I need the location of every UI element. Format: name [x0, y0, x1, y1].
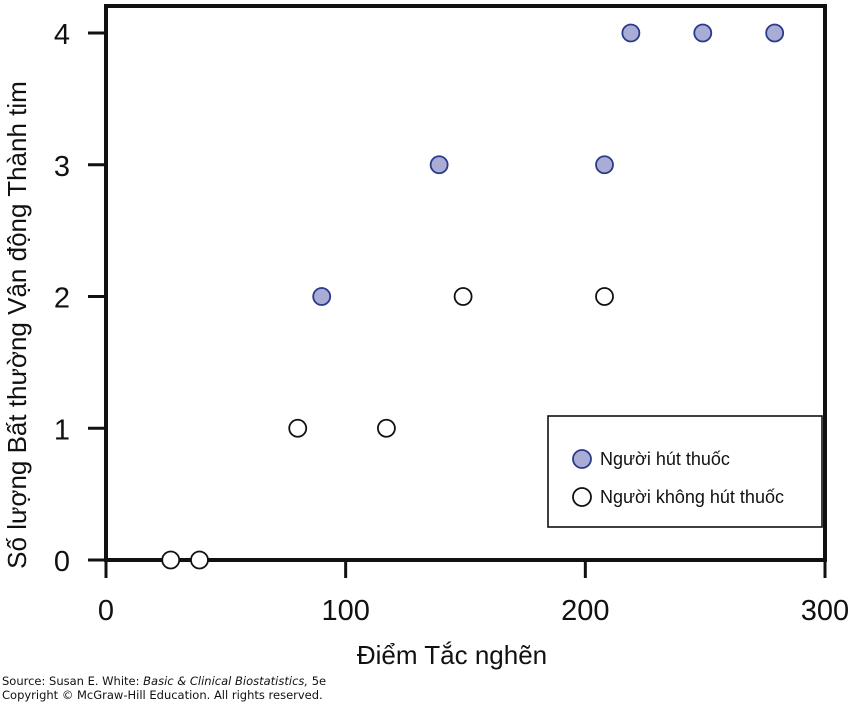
smoker-point: [621, 23, 641, 43]
x-tick-label: 300: [801, 595, 849, 627]
x-tick-label: 100: [321, 595, 369, 627]
legend-label: Người hút thuốc: [600, 449, 730, 469]
nonsmoker-point: [161, 550, 181, 570]
source-credit: Source: Susan E. White: Basic & Clinical…: [2, 674, 326, 702]
plot-frame: [104, 4, 827, 562]
source-prefix: Source: Susan E. White:: [2, 674, 144, 688]
legend-marker: [572, 449, 592, 469]
data-points: [161, 23, 785, 570]
smoker-point: [429, 155, 449, 175]
nonsmoker-point: [453, 287, 473, 306]
nonsmoker-point: [377, 418, 396, 438]
nonsmoker-point: [288, 418, 308, 438]
x-tick-label: 200: [561, 595, 609, 627]
x-axis-ticks: 0 100 200 300: [98, 560, 849, 627]
copyright-line: Copyright © McGraw-Hill Education. All r…: [2, 688, 323, 702]
source-book-title: Basic & Clinical Biostatistics,: [143, 674, 309, 688]
x-tick-label: 0: [98, 595, 114, 627]
source-line: Source: Susan E. White: Basic & Clinical…: [2, 674, 326, 688]
y-axis-label: Số lượng Bất thường Vận động Thành tim: [2, 81, 32, 569]
smoker-point: [765, 23, 785, 43]
smoker-point: [693, 23, 713, 43]
y-axis-ticks: 0 1 2 3 4: [54, 19, 106, 578]
legend-label: Người không hút thuốc: [600, 487, 784, 507]
y-tick-label: 2: [54, 283, 70, 315]
source-edition: 5e: [308, 674, 327, 688]
y-tick-label: 3: [54, 151, 70, 183]
nonsmoker-point: [595, 287, 614, 306]
smoker-point: [595, 155, 614, 175]
legend-box: [547, 415, 823, 528]
y-tick-label: 0: [54, 546, 70, 578]
smoker-point: [312, 287, 332, 306]
legend: Người hút thuốc Người không hút thuốc: [547, 415, 823, 528]
nonsmoker-point: [190, 550, 209, 570]
y-tick-label: 4: [54, 19, 70, 51]
legend-marker: [572, 487, 592, 507]
y-tick-label: 1: [54, 414, 70, 446]
x-axis-label: Điểm Tắc nghẽn: [357, 640, 547, 670]
